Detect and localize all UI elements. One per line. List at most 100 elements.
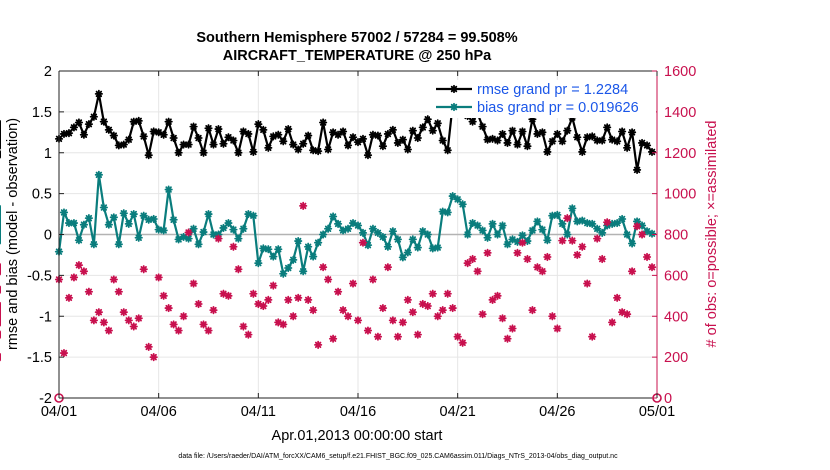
y-tick-label: 0.5 — [32, 187, 52, 203]
legend-marker-rmse — [449, 84, 459, 94]
bias-point — [358, 228, 368, 237]
rmse-point — [234, 148, 243, 157]
rmse-point — [154, 128, 163, 137]
marker-stroke — [394, 139, 402, 147]
obs-assimilated-point — [543, 252, 552, 262]
marker-stroke — [554, 211, 561, 219]
marker-stroke — [175, 236, 182, 243]
marker-stroke — [225, 292, 232, 300]
rmse-point — [84, 120, 93, 129]
obs-assimilated-point — [493, 291, 502, 300]
obs-assimilated-point — [483, 248, 492, 257]
marker-stroke — [110, 276, 118, 283]
bias-point — [598, 228, 607, 237]
bias-point — [149, 214, 158, 224]
marker-stroke — [225, 219, 232, 227]
marker-stroke — [648, 148, 656, 156]
marker-stroke — [75, 119, 83, 126]
marker-stroke — [584, 280, 591, 287]
marker-stroke — [359, 239, 367, 246]
marker-stroke — [120, 308, 127, 316]
marker-stroke — [125, 220, 132, 228]
obs-assimilated-point — [154, 273, 163, 282]
bias-point — [69, 218, 79, 228]
marker-stroke — [220, 140, 227, 147]
marker-stroke — [494, 231, 501, 238]
y-tick-label: 1 — [44, 146, 52, 162]
obs-assimilated-point — [338, 306, 348, 315]
marker-stroke — [494, 292, 501, 300]
bias-point — [478, 226, 487, 235]
bias-point — [473, 221, 482, 230]
rmse-point — [224, 133, 233, 142]
y2-tick-label: 1000 — [664, 187, 696, 203]
marker-stroke — [549, 138, 556, 145]
marker-stroke — [85, 288, 93, 295]
obs-assimilated-point — [129, 322, 138, 331]
rmse-point — [274, 130, 283, 139]
marker-stroke — [200, 149, 207, 156]
bias-point — [632, 217, 642, 226]
marker-stroke — [165, 304, 172, 312]
marker-stroke — [544, 237, 551, 244]
marker-stroke — [150, 128, 157, 135]
marker-stroke — [424, 302, 431, 310]
bias-point — [578, 216, 587, 225]
obs-assimilated-point — [508, 324, 517, 333]
marker-stroke — [80, 131, 88, 138]
marker-stroke — [608, 319, 616, 326]
obs-assimilated-point — [149, 353, 158, 362]
rmse-point — [299, 139, 308, 148]
marker-stroke — [469, 255, 476, 263]
rmse-point — [229, 136, 238, 145]
bias-point — [413, 243, 422, 252]
marker-stroke — [499, 315, 506, 322]
marker-stroke — [544, 148, 551, 156]
obs-assimilated-point — [583, 279, 592, 288]
marker-stroke — [90, 113, 98, 120]
marker-stroke — [334, 220, 342, 228]
obs-assimilated-point — [433, 312, 442, 321]
y-tick-label: -0.5 — [27, 268, 52, 284]
marker-stroke — [569, 237, 576, 244]
marker-stroke — [329, 129, 337, 136]
marker-stroke — [299, 268, 307, 275]
marker-stroke — [539, 226, 546, 233]
bias-point — [269, 252, 278, 261]
marker-stroke — [60, 349, 68, 357]
obs-assimilated-point — [503, 334, 512, 343]
rmse-point — [214, 124, 223, 134]
marker-stroke — [235, 235, 242, 242]
bias-point — [618, 214, 627, 224]
marker-stroke — [554, 130, 561, 138]
obs-assimilated-point — [304, 295, 313, 305]
marker-stroke — [324, 225, 332, 232]
bias-point — [498, 221, 507, 230]
marker-stroke — [574, 251, 581, 259]
marker-stroke — [135, 234, 142, 241]
marker-stroke — [603, 124, 611, 131]
obs-assimilated-point — [642, 252, 652, 262]
marker-stroke — [290, 313, 297, 320]
obs-assimilated-point — [553, 324, 562, 333]
marker-stroke — [260, 302, 267, 310]
y2-tick-label: 800 — [664, 228, 688, 244]
rmse-point — [343, 141, 353, 150]
bias-point — [164, 185, 173, 194]
marker-stroke — [464, 259, 471, 267]
rmse-point — [204, 124, 213, 133]
marker-stroke — [559, 220, 566, 228]
marker-stroke — [140, 212, 147, 219]
marker-stroke — [384, 243, 392, 250]
marker-stroke — [205, 210, 212, 218]
marker-stroke — [245, 210, 252, 218]
bias-point — [388, 227, 397, 236]
marker-stroke — [439, 137, 446, 144]
marker-stroke — [354, 222, 362, 229]
marker-stroke — [484, 234, 491, 241]
marker-stroke — [534, 218, 541, 225]
rmse-point — [254, 120, 263, 129]
obs-assimilated-point — [209, 306, 218, 315]
bias-point — [623, 230, 632, 239]
marker-stroke — [589, 133, 596, 140]
